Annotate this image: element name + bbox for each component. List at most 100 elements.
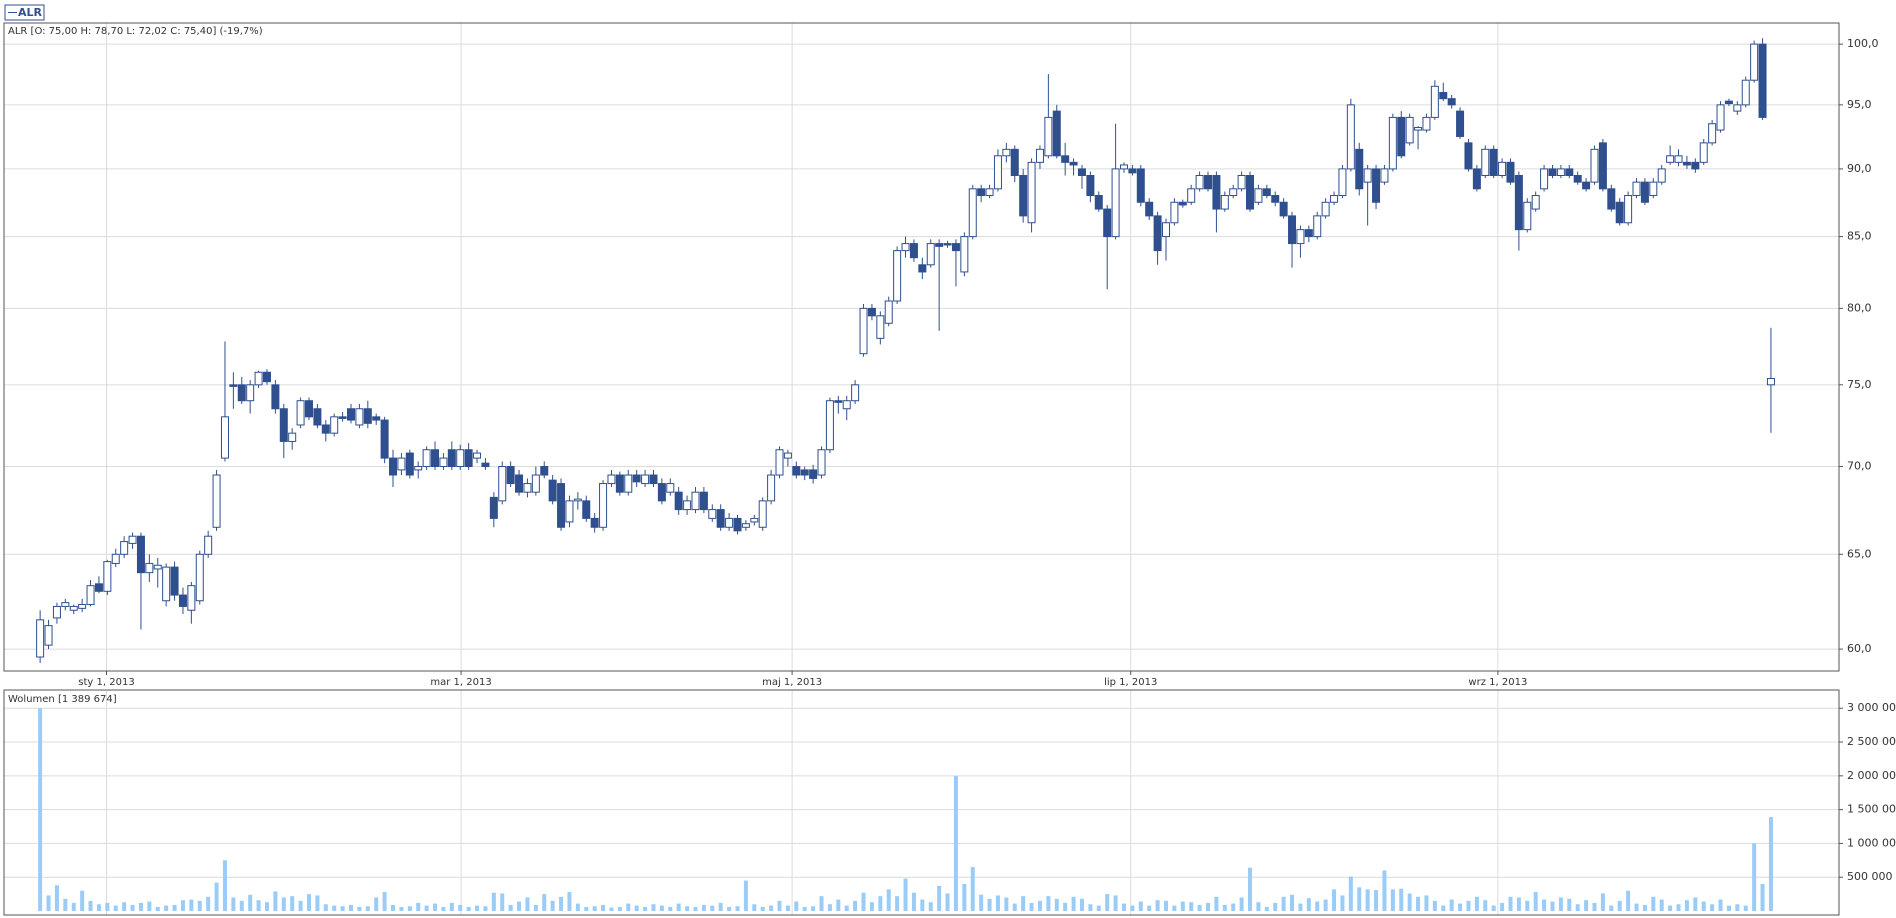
candle-body — [699, 491, 708, 511]
candle-body — [615, 474, 624, 493]
volume-bar — [416, 902, 421, 911]
candle-body — [1682, 161, 1691, 166]
candle-body — [741, 523, 750, 528]
volume-bar — [853, 900, 858, 911]
candle-body — [1035, 148, 1044, 163]
volume-bar — [1340, 895, 1345, 911]
candle-body — [355, 408, 364, 426]
volume-bar — [727, 906, 732, 911]
volume-bar — [836, 899, 841, 911]
y-tick-label: 65,0 — [1847, 547, 1872, 560]
volume-bar — [1466, 900, 1471, 911]
volume-bar — [273, 891, 278, 911]
candle-body — [489, 496, 498, 519]
candle-body — [993, 155, 1002, 190]
y-tick-label: 1 000 000 — [1847, 836, 1896, 849]
volume-bar — [1432, 900, 1437, 911]
volume-bar — [483, 906, 488, 911]
candle-body — [111, 553, 120, 564]
candle-body — [565, 500, 574, 523]
volume-bar — [1357, 887, 1362, 911]
volume-bar — [1743, 905, 1748, 911]
y-tick-label: 2 500 000 — [1847, 735, 1896, 748]
volume-bar — [1306, 898, 1311, 911]
candle-body — [1556, 168, 1565, 177]
candle-body — [1128, 168, 1137, 174]
candle-body — [170, 566, 179, 596]
volume-bar — [1542, 899, 1547, 911]
volume-bar — [937, 885, 942, 911]
volume-bar — [1222, 904, 1227, 911]
volume-bar — [1407, 893, 1412, 911]
candle-body — [78, 604, 87, 609]
volume-bar — [1584, 900, 1589, 911]
candle-body — [666, 483, 675, 493]
candle-body — [540, 466, 549, 476]
candle-body — [1750, 43, 1759, 81]
x-tick-label: lip 1, 2013 — [1104, 677, 1157, 688]
volume-bar — [172, 904, 177, 911]
volume-bar — [1206, 902, 1211, 911]
candle-body — [36, 619, 45, 658]
candle-body — [1153, 215, 1162, 252]
candle-body — [330, 416, 339, 434]
candle-body — [531, 474, 540, 493]
candle-body — [716, 509, 725, 528]
candle-body — [893, 250, 902, 302]
candle-body — [204, 535, 213, 555]
volume-bar — [626, 903, 631, 911]
candle-body — [178, 594, 187, 607]
candle-body — [1422, 116, 1431, 131]
y-tick-label: 2 000 000 — [1847, 769, 1896, 782]
candle-body — [212, 474, 221, 528]
volume-frame — [3, 689, 1840, 916]
volume-bar — [1516, 897, 1521, 911]
candle-body — [1498, 161, 1507, 177]
candle-body — [405, 452, 414, 476]
volume-bar — [685, 906, 690, 911]
volume-bar — [38, 708, 43, 911]
volume-bar — [1004, 897, 1009, 911]
volume-bar — [928, 902, 933, 911]
candle-body — [1674, 155, 1683, 163]
volume-bar — [332, 905, 337, 911]
volume-bar — [1609, 905, 1614, 911]
candle-body — [1607, 188, 1616, 210]
volume-bar — [1558, 897, 1563, 911]
candle-body — [800, 469, 809, 476]
candle-body — [918, 264, 927, 273]
candle-body — [1405, 116, 1414, 144]
candle-body — [1187, 188, 1196, 203]
volume-bar — [668, 906, 673, 911]
volume-bar — [1693, 897, 1698, 911]
volume-bar — [1290, 894, 1295, 911]
candle-body — [943, 243, 952, 246]
volume-bar — [1155, 900, 1160, 911]
candle-body — [380, 419, 389, 459]
legend-label: ALR — [18, 6, 43, 19]
candle-body — [867, 307, 876, 317]
candle-body — [708, 509, 717, 519]
volume-bar — [1113, 895, 1118, 911]
candle-body — [1430, 85, 1439, 118]
candle-body — [506, 466, 515, 485]
candle-body — [1666, 155, 1675, 163]
candle-body — [683, 500, 692, 511]
candle-body — [338, 416, 347, 419]
candle-body — [548, 479, 557, 502]
candle-body — [884, 300, 893, 324]
x-tick-label: mar 1, 2013 — [430, 677, 491, 688]
volume-bar — [609, 907, 614, 911]
candle-body — [187, 585, 196, 611]
candle-body — [1590, 148, 1599, 183]
candle-body — [1288, 215, 1297, 245]
volume-bar — [155, 906, 160, 911]
candle-body — [935, 243, 944, 247]
candle-body — [1195, 175, 1204, 190]
candle-body — [1355, 148, 1364, 190]
volume-bar — [995, 895, 1000, 911]
candle-body — [389, 457, 398, 476]
volume-bar — [1525, 900, 1530, 911]
candle-body — [1304, 229, 1313, 238]
candle-body — [1388, 116, 1397, 170]
